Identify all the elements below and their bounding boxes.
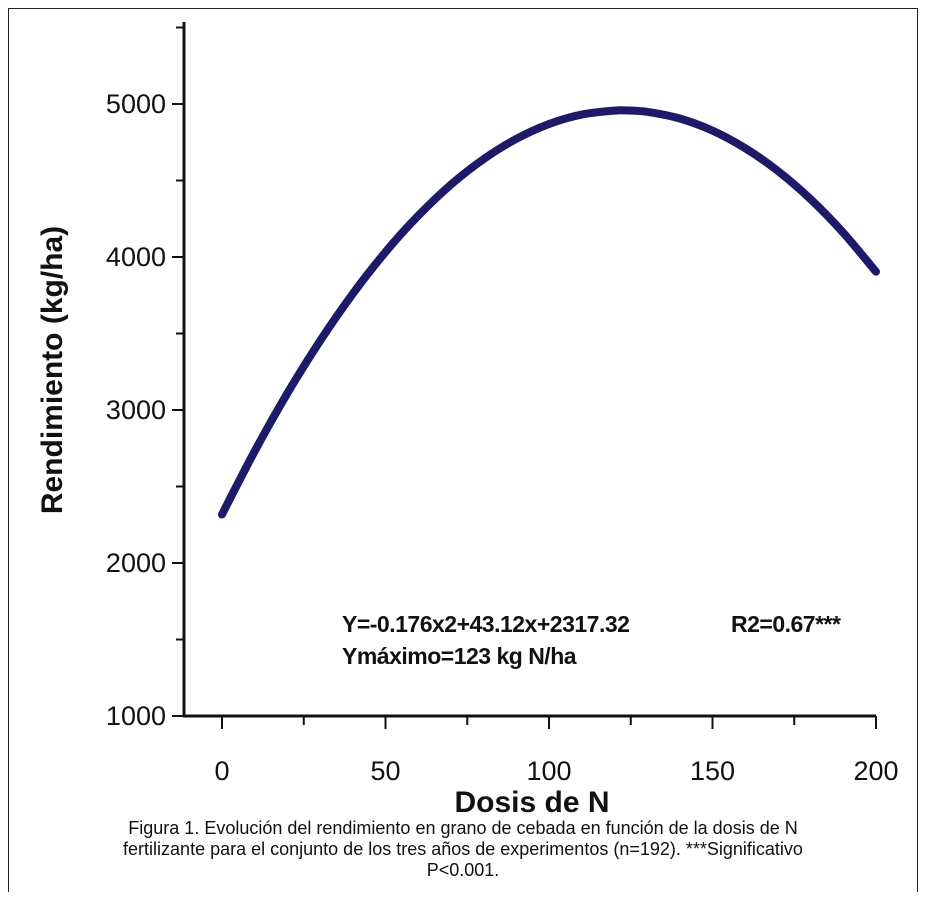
r2-annotation: R2=0.67***: [731, 611, 841, 637]
x-tick-label: 200: [853, 756, 898, 786]
ticks: 1000 2000 3000 4000 5000 0 50 100 150 200: [106, 26, 899, 786]
equation-annotation: Y=-0.176x2+43.12x+2317.32: [342, 611, 629, 637]
y-axis-title: Rendimiento (kg/ha): [36, 226, 69, 514]
x-tick-label: 0: [214, 756, 229, 786]
axes: [182, 22, 876, 718]
ymax-annotation: Ymáximo=123 kg N/ha: [342, 643, 577, 669]
figure-caption: Figura 1. Evolución del rendimiento en g…: [20, 818, 906, 881]
x-axis-title: Dosis de N: [454, 786, 609, 819]
caption-line-3: P<0.001.: [426, 860, 500, 880]
y-tick-label: 2000: [106, 548, 166, 578]
x-tick-label: 100: [526, 756, 571, 786]
frame-right-border: [917, 8, 918, 892]
x-tick-label: 50: [370, 756, 400, 786]
frame-left-border: [8, 8, 9, 892]
y-tick-label: 5000: [106, 89, 166, 119]
y-tick-label: 1000: [106, 701, 166, 731]
caption-line-1: Figura 1. Evolución del rendimiento en g…: [128, 818, 798, 838]
y-tick-label: 3000: [106, 395, 166, 425]
caption-line-2: fertilizante para el conjunto de los tre…: [123, 839, 803, 859]
x-tick-label: 150: [690, 756, 735, 786]
frame-top-border: [8, 8, 918, 9]
series-line-0: [218, 106, 880, 519]
series-layer: [218, 106, 880, 519]
y-tick-label: 4000: [106, 242, 166, 272]
